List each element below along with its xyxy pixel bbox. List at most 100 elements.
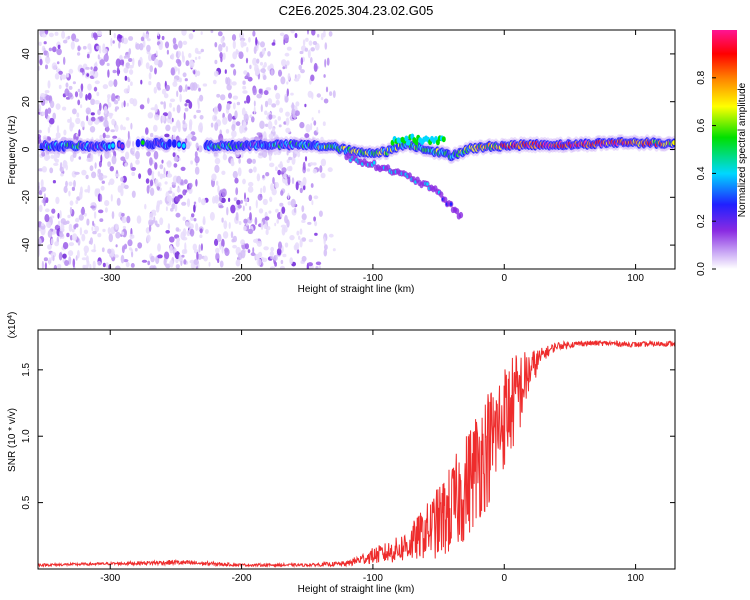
noise-blob bbox=[46, 52, 50, 58]
noise-blob bbox=[50, 251, 57, 258]
noise-blob bbox=[91, 171, 97, 179]
noise-blob bbox=[57, 220, 61, 226]
noise-blob bbox=[307, 30, 309, 35]
noise-blob bbox=[146, 44, 151, 52]
noise-blob bbox=[263, 90, 269, 96]
noise-blob bbox=[313, 62, 318, 72]
noise-blob bbox=[77, 99, 81, 106]
colorbar: 0.0 0.2 0.4 0.6 0.8 Normalized spectral ampl… bbox=[696, 30, 748, 276]
noise-blob bbox=[276, 248, 282, 256]
noise-blob bbox=[225, 45, 229, 53]
colorbar-tick-label: 0.6 bbox=[696, 118, 707, 132]
noise-blob bbox=[114, 124, 119, 132]
noise-blob bbox=[316, 126, 319, 133]
colorbar-tick-label: 0.4 bbox=[696, 166, 707, 180]
noise-blob bbox=[313, 195, 319, 200]
noise-blob bbox=[225, 128, 230, 134]
noise-blob bbox=[289, 235, 295, 241]
noise-blob bbox=[214, 59, 218, 65]
noise-blob bbox=[86, 53, 90, 59]
noise-blob bbox=[176, 90, 179, 98]
noise-blob bbox=[226, 77, 231, 86]
noise-blob bbox=[164, 133, 170, 138]
noise-blob bbox=[302, 176, 307, 186]
noise-blob bbox=[184, 78, 188, 82]
noise-blob bbox=[162, 173, 166, 179]
noise-blob bbox=[178, 157, 181, 161]
noise-blob bbox=[275, 92, 281, 100]
noise-blob bbox=[200, 198, 206, 206]
noise-blob bbox=[111, 211, 115, 220]
noise-blob bbox=[149, 157, 153, 166]
noise-blob bbox=[299, 121, 305, 129]
noise-blob bbox=[129, 97, 135, 105]
noise-blob bbox=[323, 30, 326, 38]
noise-blob bbox=[112, 40, 115, 44]
colorbar-ticks: 0.0 0.2 0.4 0.6 0.8 bbox=[696, 70, 716, 276]
noise-blob bbox=[52, 112, 56, 120]
noise-blob bbox=[220, 37, 224, 44]
noise-blob bbox=[319, 165, 323, 173]
noise-blob bbox=[150, 132, 154, 138]
noise-blob bbox=[181, 30, 187, 36]
noise-blob bbox=[93, 243, 96, 253]
noise-blob bbox=[299, 238, 303, 248]
noise-blob bbox=[50, 238, 54, 245]
noise-blob bbox=[159, 217, 164, 226]
noise-blob bbox=[38, 134, 42, 139]
noise-blob bbox=[244, 100, 247, 104]
branch-outer bbox=[346, 152, 351, 159]
noise-blob bbox=[72, 151, 77, 158]
noise-blob bbox=[145, 33, 150, 40]
noise-blob bbox=[53, 162, 59, 166]
noise-blob bbox=[109, 112, 113, 119]
noise-blob bbox=[262, 174, 265, 179]
noise-blob bbox=[62, 242, 69, 250]
noise-blob bbox=[117, 96, 120, 102]
noise-blob bbox=[112, 135, 118, 139]
noise-blob bbox=[73, 180, 76, 188]
noise-blob bbox=[284, 95, 289, 103]
noise-blob bbox=[184, 138, 188, 144]
noise-blob bbox=[67, 35, 71, 40]
noise-blob bbox=[246, 158, 253, 165]
noise-blob bbox=[262, 185, 266, 193]
noise-blob bbox=[173, 78, 177, 83]
noise-blob bbox=[246, 46, 249, 53]
noise-blob bbox=[303, 185, 306, 190]
noise-blob bbox=[232, 40, 236, 49]
noise-blob bbox=[310, 57, 313, 64]
noise-blob bbox=[323, 74, 326, 78]
noise-blob bbox=[323, 248, 328, 257]
noise-blob bbox=[92, 220, 95, 226]
spur-mark bbox=[435, 139, 440, 146]
noise-blob bbox=[169, 245, 174, 254]
noise-blob bbox=[268, 133, 274, 139]
noise-blob bbox=[103, 53, 109, 63]
noise-blob bbox=[157, 243, 161, 252]
noise-blob bbox=[85, 94, 88, 101]
noise-blob bbox=[68, 190, 71, 197]
noise-blob bbox=[60, 74, 67, 80]
noise-blob bbox=[167, 170, 171, 176]
noise-blob bbox=[252, 247, 255, 254]
band-core bbox=[172, 141, 177, 147]
noise-blob bbox=[291, 156, 296, 165]
noise-blob bbox=[252, 57, 258, 66]
noise-blob bbox=[148, 224, 152, 232]
noise-blob bbox=[129, 233, 134, 240]
noise-blob bbox=[264, 100, 269, 108]
noise-blob bbox=[169, 259, 174, 268]
noise-blob bbox=[261, 48, 266, 55]
spectrogram-x-ticks: -300 -200 -100 0 100 bbox=[100, 30, 644, 284]
noise-blob bbox=[61, 30, 66, 39]
noise-blob bbox=[89, 70, 95, 76]
noise-blob bbox=[68, 85, 73, 90]
noise-blob bbox=[208, 261, 211, 267]
noise-blob bbox=[221, 170, 226, 175]
noise-blob bbox=[38, 104, 42, 113]
noise-blob bbox=[148, 81, 152, 86]
noise-blob bbox=[326, 57, 330, 66]
noise-blob bbox=[214, 238, 219, 246]
noise-blob bbox=[301, 237, 307, 242]
